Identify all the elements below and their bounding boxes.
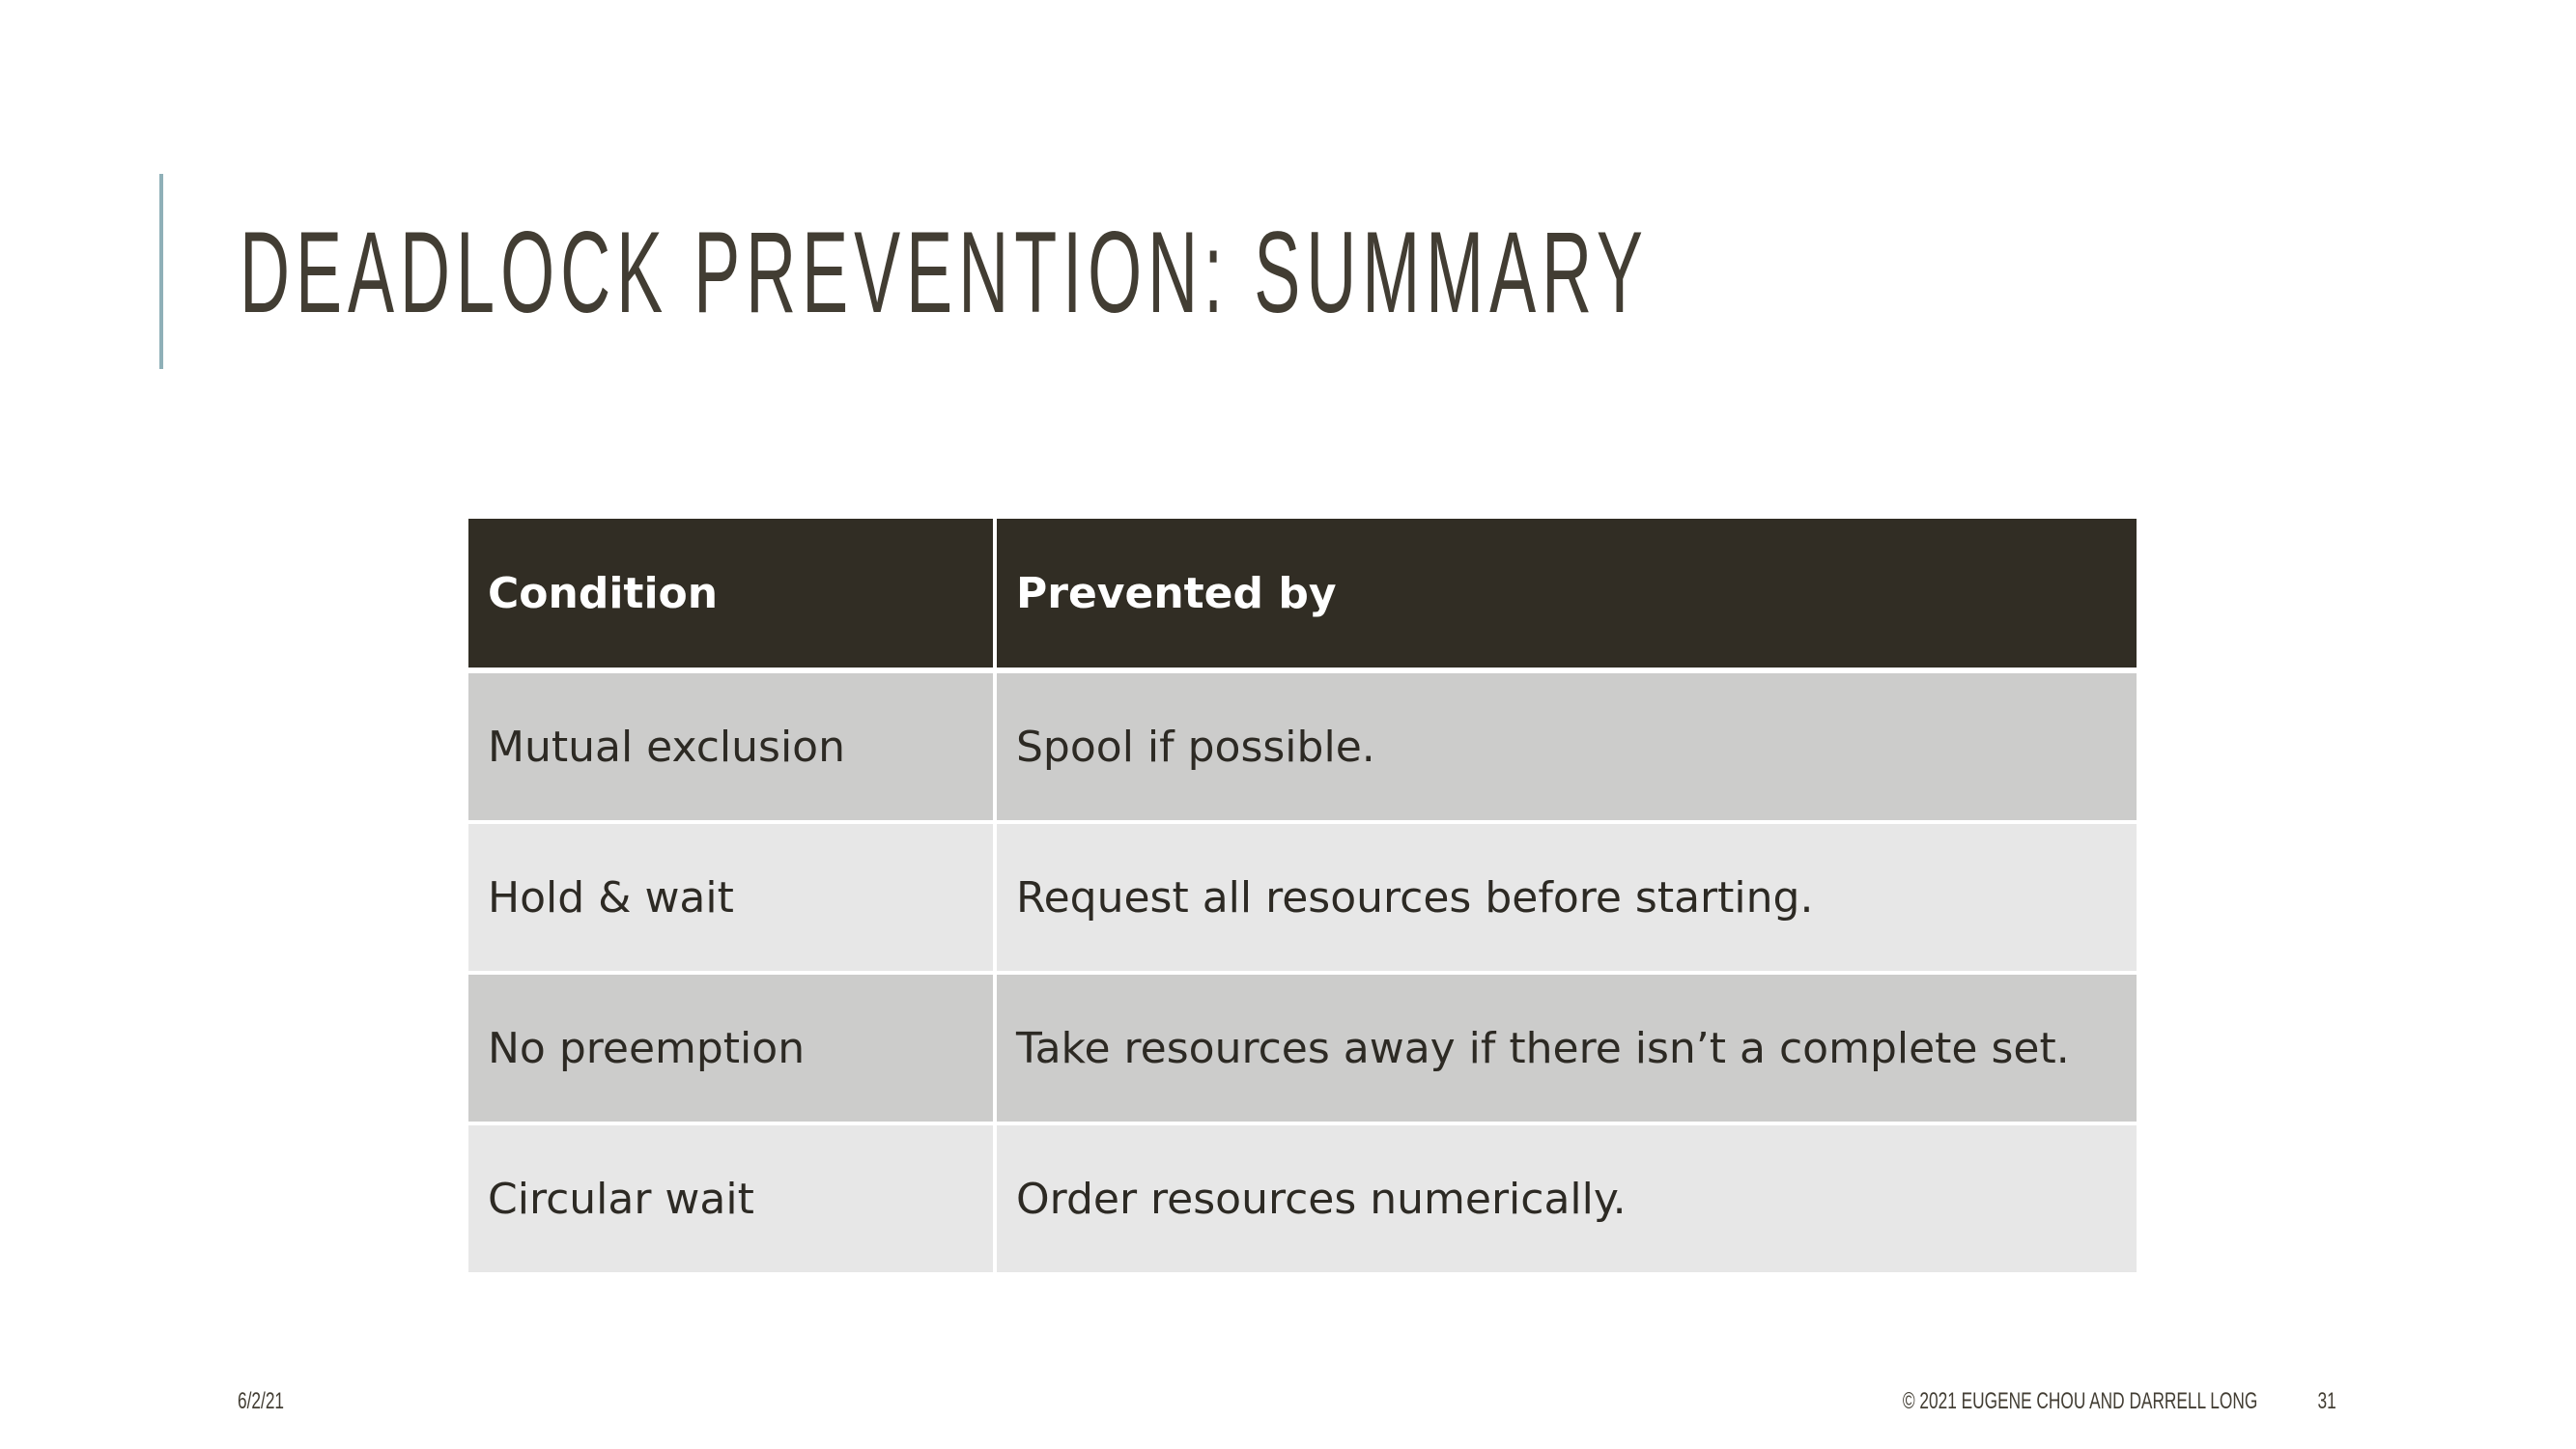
column-header-prevented-by: Prevented by	[993, 519, 2137, 673]
page-number: 31	[2317, 1388, 2336, 1414]
table-row: Mutual exclusion Spool if possible.	[468, 668, 2137, 824]
table-row: Hold & wait Request all resources before…	[468, 820, 2137, 975]
table-row: Circular wait Order resources numericall…	[468, 1122, 2137, 1276]
condition-cell: Circular wait	[468, 1122, 997, 1276]
prevention-cell: Order resources numerically.	[993, 1122, 2137, 1276]
condition-cell: Hold & wait	[468, 820, 997, 975]
prevention-cell: Take resources away if there isn’t a com…	[993, 971, 2137, 1125]
column-header-condition: Condition	[468, 519, 997, 673]
prevention-cell: Request all resources before starting.	[993, 820, 2137, 975]
condition-cell: No preemption	[468, 971, 997, 1125]
footer-copyright: © 2021 EUGENE CHOU AND DARRELL LONG	[1902, 1388, 2257, 1414]
condition-cell: Mutual exclusion	[468, 668, 997, 824]
prevention-cell: Spool if possible.	[993, 668, 2137, 824]
table-row: No preemption Take resources away if the…	[468, 971, 2137, 1125]
footer-date: 6/2/21	[238, 1388, 285, 1414]
summary-table: Condition Prevented by Mutual exclusion …	[468, 519, 2137, 1276]
slide-title: DEADLOCK PREVENTION: SUMMARY	[240, 208, 1649, 337]
title-accent-bar	[159, 174, 163, 369]
table-header-row: Condition Prevented by	[468, 519, 2137, 673]
